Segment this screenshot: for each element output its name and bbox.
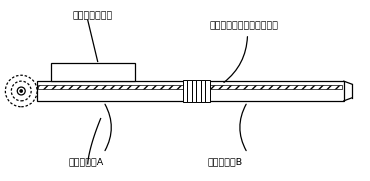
Bar — [188, 80, 192, 102]
Bar — [201, 80, 205, 102]
Text: 略平板筐体B: 略平板筐体B — [208, 158, 243, 167]
Circle shape — [17, 87, 25, 95]
Bar — [192, 80, 196, 102]
Bar — [183, 80, 188, 102]
Circle shape — [5, 75, 37, 107]
Bar — [190, 81, 344, 101]
Bar — [37, 81, 190, 101]
Bar — [51, 63, 135, 81]
Circle shape — [20, 90, 23, 92]
Circle shape — [11, 81, 31, 101]
Bar — [196, 80, 201, 102]
Bar — [205, 80, 210, 102]
Text: フレキシブルディスプレイ: フレキシブルディスプレイ — [210, 21, 279, 30]
Text: 略平板筐体A: 略平板筐体A — [69, 158, 104, 167]
Text: 電子回路用筐体: 電子回路用筐体 — [73, 11, 113, 20]
Bar — [38, 85, 342, 89]
